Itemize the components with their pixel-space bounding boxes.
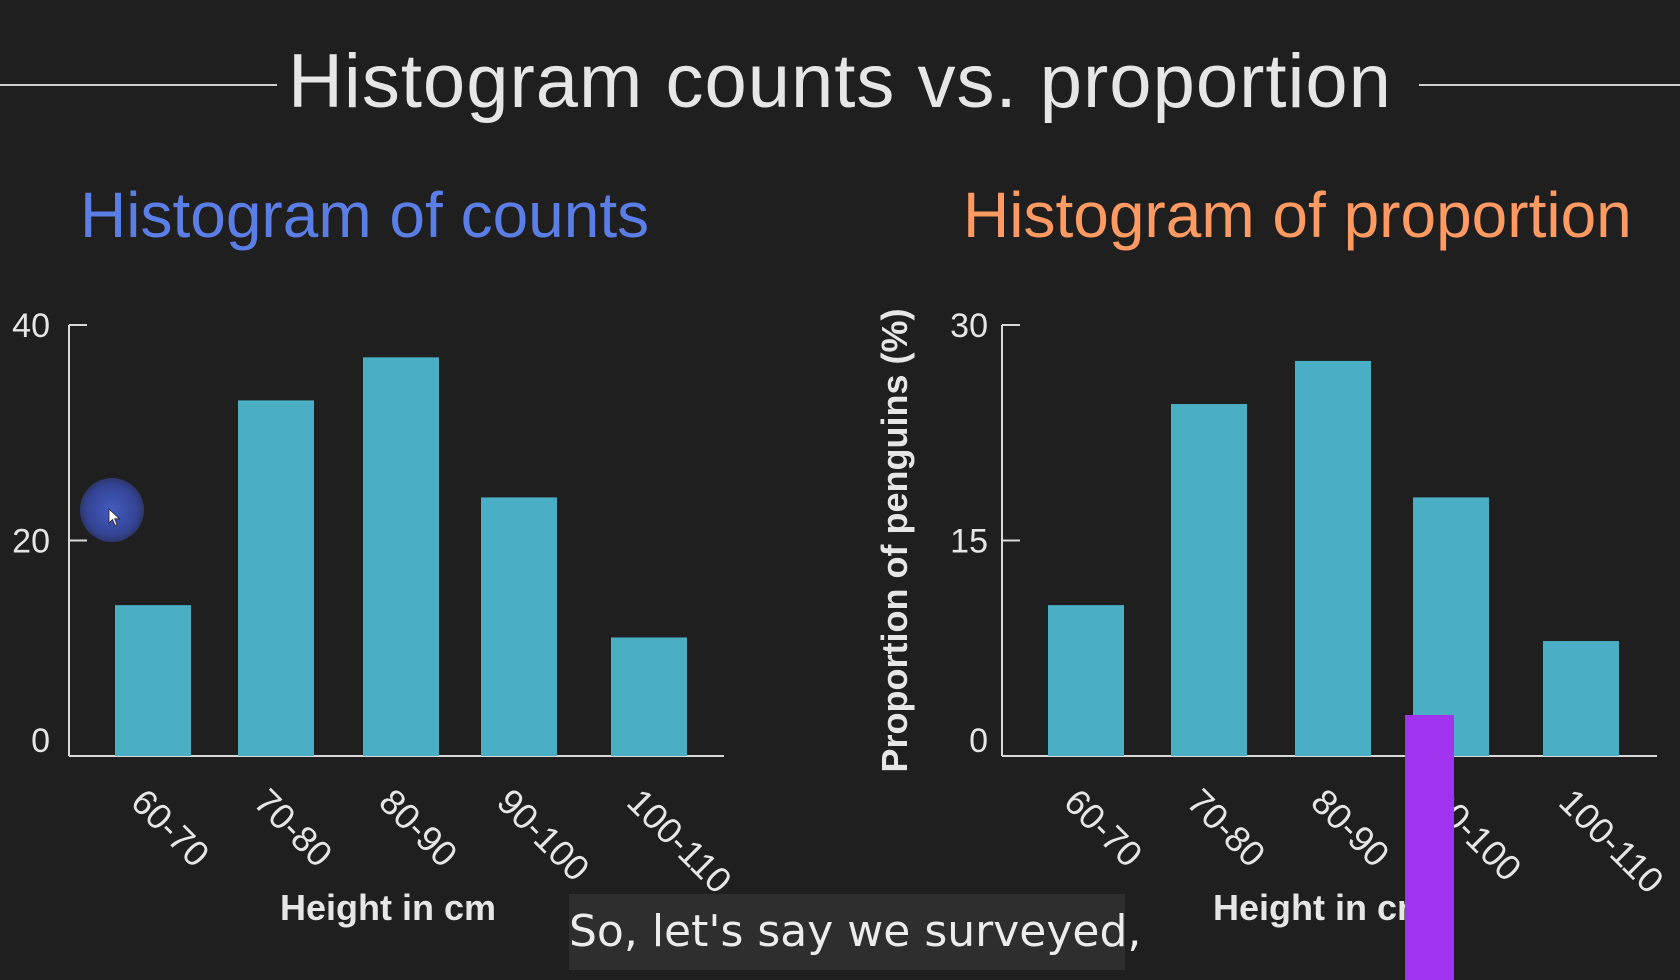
proportion-bar-80-90 [1295,360,1371,756]
proportion-x-tick-label: 80-90 [1303,781,1397,875]
proportion-x-axis-title: Height in cm [1213,887,1429,928]
counts-bar-70-80 [238,400,314,756]
mouse-pointer-icon [108,508,121,527]
counts-x-axis-title: Height in cm [280,887,496,928]
counts-chart-title: Histogram of counts [80,179,650,251]
counts-y-tick-label: 0 [31,722,50,760]
cursor-highlight [80,478,144,542]
proportion-x-tick-label: 70-80 [1179,781,1273,875]
title-rule-left [0,84,277,86]
title-rule-right [1419,84,1680,86]
proportion-y-tick-label: 0 [969,722,988,760]
counts-bar-100-110 [611,637,687,756]
annotation-marker [1405,715,1454,980]
counts-bar-80-90 [363,357,439,756]
counts-y-tick-label: 20 [12,523,50,561]
counts-bar-60-70 [115,605,191,756]
slide-title: Histogram counts vs. proportion [288,39,1392,124]
proportion-x-tick-label: 100-110 [1551,781,1672,902]
slide-header: Histogram counts vs. proportion [0,38,1680,138]
proportion-x-tick-label: 60-70 [1056,781,1150,875]
proportion-chart-title: Histogram of proportion [963,179,1632,251]
proportion-bar-70-80 [1171,404,1247,756]
proportion-y-tick-label: 15 [950,523,988,561]
proportion-bar-100-110 [1543,641,1619,756]
proportion-y-axis-title: Proportion of penguins (%) [874,309,915,773]
subtitle-caption: So, let's say we surveyed, [569,894,1141,970]
counts-bar-90-100 [481,497,557,756]
proportion-y-tick-label: 30 [950,307,988,345]
proportion-bar-90-100 [1413,497,1489,756]
proportion-bar-60-70 [1048,605,1124,756]
counts-y-tick-label: 40 [12,307,50,345]
